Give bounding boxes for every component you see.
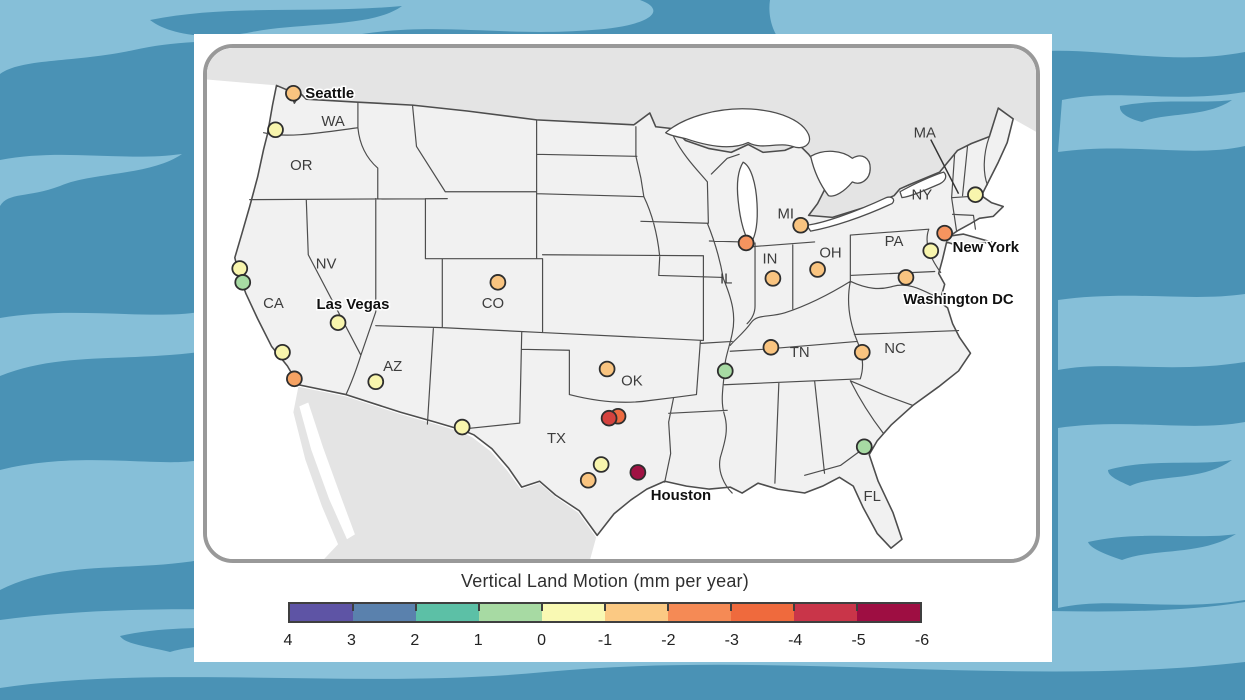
colorbar-tick-label: -6 [914,632,930,649]
colorbar-segment-2 [416,604,479,621]
colorbar-tick-label: -3 [724,632,739,649]
state-label-pa: PA [885,234,904,250]
vlm-dot-4 [274,343,291,361]
colorbar-segment-5 [605,604,668,621]
colorbar-tick [478,604,480,611]
state-label-tx: TX [547,431,566,447]
us-map: WA OR NV CA AZ CO TX OK IL IN OH MI PA NY MA TN NC FL Sea… [207,48,1036,559]
vlm-dot-9 [453,418,471,436]
vlm-dot-13 [592,456,610,473]
state-labels: WA OR NV CA AZ CO TX OK IL IN OH MI PA NY MA TN NC FL [263,114,936,505]
colorbar-tick-label: -4 [788,632,803,649]
colorbar-tick [541,604,543,611]
colorbar-tick-label: 2 [410,632,420,649]
colorbar-segment-1 [353,604,416,621]
mexico-region [293,386,597,559]
vlm-dot-16 [716,362,734,380]
city-labels: Seattle Las Vegas New York Washington DC Hou… [304,85,1022,506]
colorbar-tick [730,604,732,611]
colorbar-tick [352,604,354,611]
vlm-dot-18 [853,343,871,361]
vlm-dot-2 [231,260,249,277]
vlm-dot-24 [967,186,984,203]
state-label-co: CO [482,296,504,312]
colorbar-tick [667,604,669,611]
state-label-tn: TN [790,345,810,361]
us-landmass [234,84,1014,549]
vlm-dot-26 [922,242,940,260]
city-label-houston: Houston [651,488,711,504]
colorbar-tick-label: 3 [346,632,356,649]
vlm-dot-22 [764,270,782,287]
vlm-dot-new-york [936,224,954,242]
vlm-dot-5 [286,370,303,388]
state-label-fl: FL [863,489,880,505]
colorbar-title: Vertical Land Motion (mm per year) [461,571,749,591]
colorbar-segment-6 [668,604,731,621]
city-label-washington-dc: Washington DC [903,292,1014,308]
state-label-oh: OH [819,246,841,262]
vlm-dot-las-vegas [329,314,347,331]
city-label-las-vegas: Las Vegas [317,297,390,313]
city-label-new-york: New York [953,240,1020,256]
state-label-ny: NY [911,188,932,204]
colorbar-segment-3 [479,604,542,621]
state-label-in: IN [762,252,777,268]
state-label-il: IL [720,271,732,287]
vlm-dot-houston [629,464,647,481]
colorbar-tick [604,604,606,611]
vlm-dot-1 [267,121,284,138]
colorbar [288,602,922,623]
state-label-nv: NV [316,257,337,273]
colorbar-tick [793,604,795,611]
state-label-ma: MA [914,126,936,142]
vlm-dot-23 [809,261,826,278]
colorbar-tick-label: 0 [537,632,547,649]
colorbar-segment-9 [857,604,920,621]
state-borders [249,101,990,494]
city-label-seattle: Seattle [305,86,354,102]
vlm-dot-7 [367,373,385,391]
vlm-dot-10 [598,360,616,378]
gulf-of-california [299,402,355,540]
vlm-dot-8 [489,274,507,291]
vlm-dot-seattle [285,85,302,102]
colorbar-tick-label: 1 [473,632,483,649]
state-label-az: AZ [383,359,402,375]
us-map-figure: WA OR NV CA AZ CO TX OK IL IN OH MI PA NY MA TN NC FL Sea… [203,44,1040,563]
colorbar-segment-0 [290,604,353,621]
vlm-dot-washington-dc [897,269,915,286]
vlm-dot-14 [579,471,597,489]
state-label-mi: MI [778,206,795,222]
vlm-dot-20 [737,234,755,252]
city-dots [231,85,984,489]
figure-panel: WA OR NV CA AZ CO TX OK IL IN OH MI PA NY MA TN NC FL Sea… [194,34,1052,662]
colorbar-tick [415,604,417,611]
vlm-dot-17 [762,339,780,356]
state-label-ca: CA [263,296,284,312]
state-label-wa: WA [321,114,345,130]
colorbar-tick-label: -1 [597,632,613,649]
state-label-ok: OK [621,374,643,390]
vlm-dot-21 [792,216,810,234]
state-label-nc: NC [884,341,906,357]
vlm-dot-3 [234,274,252,291]
colorbar-tick-label: 4 [283,632,293,649]
vlm-dot-12 [600,409,618,427]
state-label-or: OR [290,158,313,174]
vlm-dot-19 [855,438,873,456]
colorbar-segment-8 [794,604,857,621]
colorbar-segment-4 [542,604,605,621]
colorbar-tick-label: -2 [661,632,676,649]
colorbar-tick-labels: 4 3 2 1 0 -1 -2 -3 -4 -5 -6 [284,632,930,652]
colorbar-tick [856,604,858,611]
colorbar-segment-7 [731,604,794,621]
great-lakes [665,108,947,244]
colorbar-tick-label: -5 [851,632,866,649]
ma-leader-line [930,139,960,195]
